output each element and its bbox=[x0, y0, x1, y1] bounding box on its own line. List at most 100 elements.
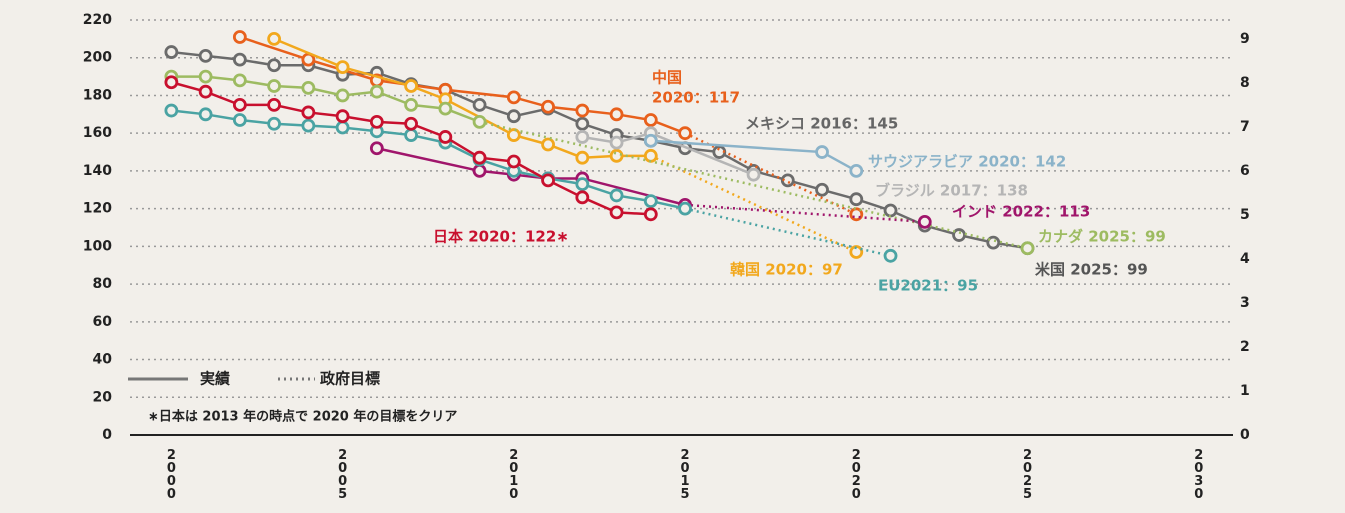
annotation: メキシコ 2016：145 bbox=[745, 115, 898, 133]
point bbox=[369, 114, 384, 129]
point bbox=[575, 190, 590, 205]
y-tick-label: 20 bbox=[93, 389, 113, 405]
point bbox=[643, 194, 658, 208]
point bbox=[198, 107, 213, 122]
x-tick-label: 2020 bbox=[849, 448, 864, 500]
point bbox=[506, 109, 521, 124]
point bbox=[609, 135, 624, 150]
point bbox=[232, 97, 247, 112]
series-label: サウジアラビア 2020：142 bbox=[868, 153, 1066, 171]
target-line bbox=[684, 132, 857, 216]
y-tick-label: 220 bbox=[83, 12, 112, 28]
point bbox=[438, 130, 453, 144]
y2-tick-label: 6 bbox=[1240, 163, 1250, 179]
point bbox=[849, 192, 864, 207]
point bbox=[232, 52, 247, 67]
point bbox=[472, 114, 487, 129]
point bbox=[849, 164, 864, 178]
point bbox=[678, 201, 692, 216]
series-label: 2020：117 bbox=[652, 89, 740, 107]
point bbox=[643, 113, 658, 127]
legend-target: 政府目標 bbox=[320, 370, 380, 388]
point bbox=[575, 150, 590, 165]
y-tick-label: 60 bbox=[93, 314, 113, 330]
point bbox=[164, 75, 179, 90]
point bbox=[232, 30, 247, 44]
point bbox=[643, 207, 658, 222]
point bbox=[301, 118, 316, 133]
y-tick-label: 180 bbox=[83, 87, 112, 103]
x-tick-label: 2015 bbox=[678, 448, 693, 500]
series-label: 中国 bbox=[652, 69, 682, 87]
point bbox=[472, 164, 487, 178]
point bbox=[952, 228, 966, 242]
y2-tick-label: 3 bbox=[1240, 295, 1250, 311]
y2-tick-label: 5 bbox=[1240, 207, 1250, 223]
point bbox=[472, 97, 487, 112]
y-tick-label: 140 bbox=[83, 163, 112, 179]
point bbox=[335, 60, 350, 75]
point bbox=[232, 113, 247, 127]
x-tick-label: 2000 bbox=[164, 448, 179, 500]
point bbox=[301, 81, 316, 95]
series-line bbox=[171, 75, 481, 124]
target-line bbox=[479, 120, 1028, 250]
point bbox=[301, 105, 316, 120]
point bbox=[609, 205, 624, 220]
target-point bbox=[917, 214, 932, 229]
y2-tick-label: 9 bbox=[1240, 31, 1250, 47]
point bbox=[506, 128, 521, 142]
x-tick-label: 2030 bbox=[1191, 448, 1206, 500]
y2-tick-label: 7 bbox=[1240, 119, 1250, 135]
y2-tick-label: 8 bbox=[1240, 75, 1250, 91]
series-line bbox=[171, 109, 686, 210]
point bbox=[609, 148, 624, 163]
point bbox=[643, 148, 658, 163]
target-point bbox=[849, 245, 864, 259]
point bbox=[609, 107, 624, 122]
y-tick-label: 40 bbox=[93, 352, 113, 368]
point bbox=[678, 126, 692, 141]
point bbox=[369, 84, 384, 99]
series-label: 韓国 2020：97 bbox=[730, 261, 843, 279]
point bbox=[815, 182, 829, 197]
target-point bbox=[883, 248, 898, 263]
point bbox=[506, 90, 521, 105]
point bbox=[815, 145, 829, 159]
y-tick-label: 120 bbox=[83, 201, 112, 217]
series-line bbox=[582, 131, 755, 176]
point bbox=[267, 58, 282, 73]
y2-tick-label: 0 bbox=[1240, 427, 1250, 443]
point bbox=[575, 177, 590, 192]
point bbox=[575, 116, 590, 131]
y-tick-label: 160 bbox=[83, 125, 112, 141]
target-point bbox=[1020, 241, 1035, 256]
point bbox=[541, 173, 555, 188]
point bbox=[883, 203, 898, 218]
point bbox=[335, 88, 350, 103]
point bbox=[746, 167, 761, 182]
series-label: カナダ 2025：99 bbox=[1038, 228, 1166, 246]
target-line bbox=[684, 207, 891, 258]
target-line bbox=[684, 203, 925, 224]
series-line bbox=[376, 147, 686, 207]
point bbox=[609, 188, 624, 203]
series-label: 米国 2025：99 bbox=[1035, 261, 1148, 279]
point bbox=[198, 84, 213, 99]
point bbox=[404, 97, 418, 112]
y-tick-label: 0 bbox=[102, 427, 112, 443]
point bbox=[267, 79, 282, 93]
point bbox=[198, 48, 213, 63]
point bbox=[541, 99, 555, 114]
point bbox=[472, 150, 487, 165]
x-tick-label: 2010 bbox=[506, 448, 521, 500]
x-tick-label: 2025 bbox=[1020, 448, 1035, 500]
point bbox=[267, 116, 282, 131]
point bbox=[335, 109, 350, 124]
point bbox=[404, 116, 418, 131]
point bbox=[575, 130, 590, 144]
point bbox=[267, 97, 282, 112]
y2-tick-label: 2 bbox=[1240, 339, 1250, 355]
point bbox=[164, 45, 179, 59]
